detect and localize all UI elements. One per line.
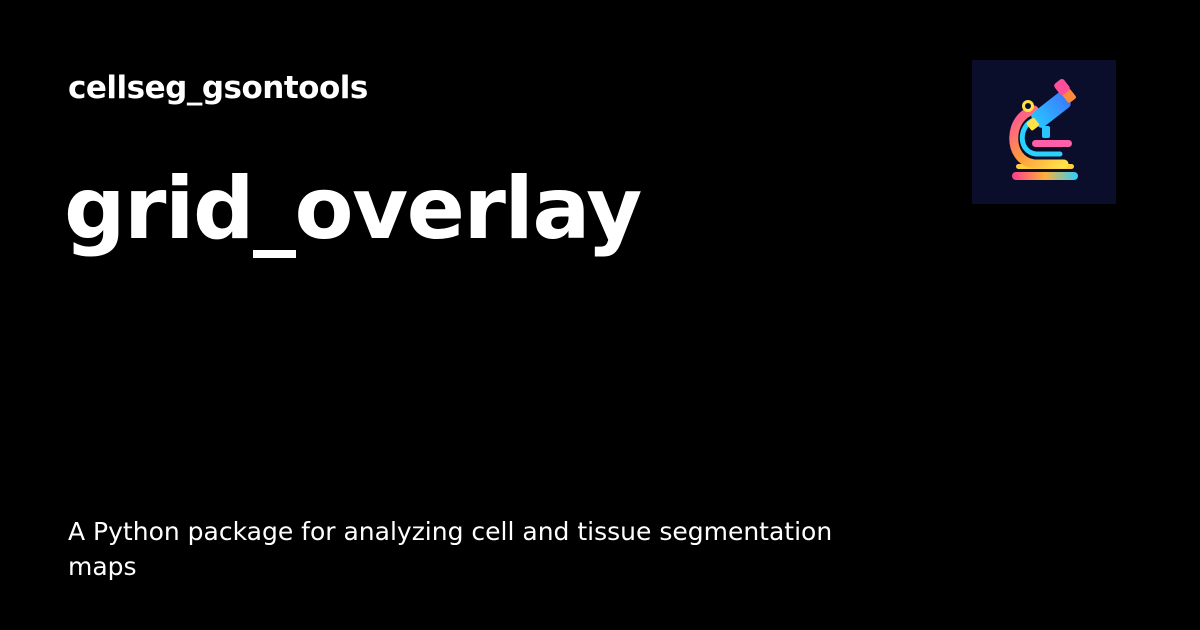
microscope-icon bbox=[1009, 79, 1078, 180]
site-name: cellseg_gsontools bbox=[68, 70, 368, 106]
page-description: A Python package for analyzing cell and … bbox=[68, 517, 833, 581]
page-title: grid_overlay bbox=[64, 159, 642, 259]
logo bbox=[972, 60, 1116, 204]
